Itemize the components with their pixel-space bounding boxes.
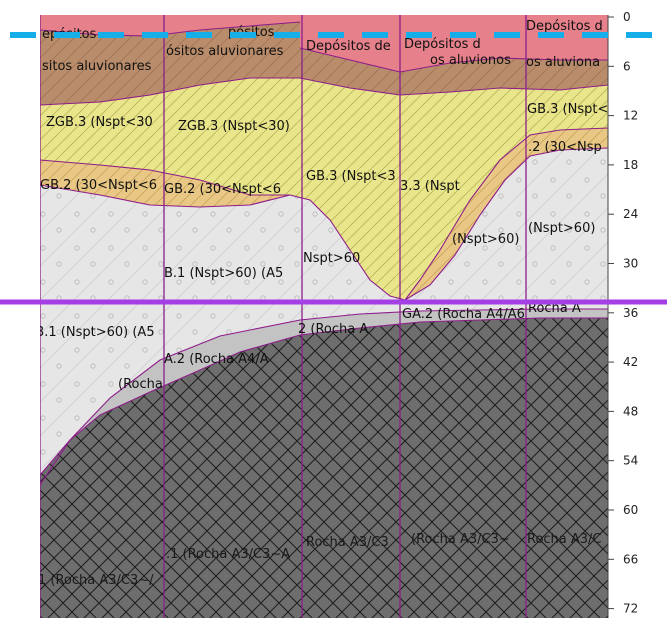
layer-zga2 bbox=[40, 309, 608, 485]
label-zga2: A.2 (Rocha A4/A bbox=[164, 352, 269, 367]
label-rock: (Rocha A3/C3~ bbox=[411, 532, 510, 547]
label-zga2: Rocha A bbox=[528, 301, 581, 316]
depth-axis: 0 6 12 18 24 30 36 42 48 54 60 66 72 bbox=[607, 10, 638, 618]
label-rock: Rocha A3/C3 bbox=[306, 535, 389, 550]
depth-tick-label: 42 bbox=[623, 355, 638, 369]
depth-tick-label: 0 bbox=[623, 10, 631, 24]
layer-boundaries bbox=[40, 21, 608, 486]
label-alluvial: os aluvionos bbox=[430, 53, 511, 68]
label-alluvial: Depósitos de bbox=[306, 39, 391, 54]
depth-tick-label: 24 bbox=[623, 207, 638, 221]
label-zgb1: 3.1 (Nspt>60) (A5 bbox=[36, 325, 155, 340]
label-alluvial: ósitos aluvionares bbox=[166, 44, 284, 59]
label-zgb2: GB.2 (30<Nspt<6 bbox=[164, 182, 281, 197]
depth-tick-label: 48 bbox=[623, 404, 638, 418]
label-zga2: GA.2 (Rocha A4/A6 bbox=[402, 307, 525, 322]
label-zga2: (Rocha bbox=[118, 377, 163, 392]
depth-tick-label: 36 bbox=[623, 306, 638, 320]
layer-alluvial-red bbox=[40, 15, 608, 72]
depth-tick-label: 72 bbox=[623, 602, 638, 616]
label-zgb1: (Nspt>60) bbox=[528, 221, 595, 236]
depth-tick-label: 18 bbox=[623, 158, 638, 172]
label-rock: Rocha A3/C bbox=[527, 532, 602, 547]
label-alluvial: os aluviona bbox=[526, 55, 600, 70]
label-zgb2: GB.2 (30<Nspt<6 bbox=[40, 178, 157, 193]
column-lines bbox=[40, 15, 527, 618]
label-zgb3: GB.3 (Nspt<3 bbox=[306, 169, 396, 184]
depth-tick-label: 30 bbox=[623, 257, 638, 271]
label-zgb1: B.1 (Nspt>60) (A5 bbox=[164, 266, 283, 281]
depth-tick-label: 66 bbox=[623, 552, 638, 566]
depth-tick-label: 6 bbox=[623, 59, 631, 73]
depth-axis-ticks: 0 6 12 18 24 30 36 42 48 54 60 66 72 bbox=[608, 10, 638, 616]
label-zgb3: ZGB.3 (Nspt<30) bbox=[178, 119, 290, 134]
label-zgb1: (Nspt>60) bbox=[452, 232, 519, 247]
label-rock: .1 (Rocha A3/C3~A bbox=[166, 547, 290, 562]
layer-labels: epósitos pósitos Depósitos de Depósitos … bbox=[36, 19, 608, 588]
label-zgb3: ZGB.3 (Nspt<30 bbox=[46, 115, 153, 130]
label-zga2: 2 (Rocha A bbox=[298, 322, 368, 337]
label-zgb1: Nspt>60 bbox=[303, 251, 360, 266]
depth-tick-label: 60 bbox=[623, 503, 638, 517]
depth-tick-label: 12 bbox=[623, 109, 638, 123]
label-alluvial: Depósitos d bbox=[404, 37, 481, 52]
label-alluvial: Depósitos d bbox=[526, 19, 603, 34]
depth-tick-label: 54 bbox=[623, 454, 638, 468]
label-alluvial: sitos aluvionares bbox=[42, 59, 152, 74]
label-rock: 1 (Rocha A3/C3~/ bbox=[38, 573, 154, 588]
label-zgb2: .2 (30<Nsp bbox=[528, 140, 602, 155]
label-zgb3: GB.3 (Nspt< bbox=[527, 102, 608, 117]
label-zgb3: 3.3 (Nspt bbox=[400, 179, 460, 194]
